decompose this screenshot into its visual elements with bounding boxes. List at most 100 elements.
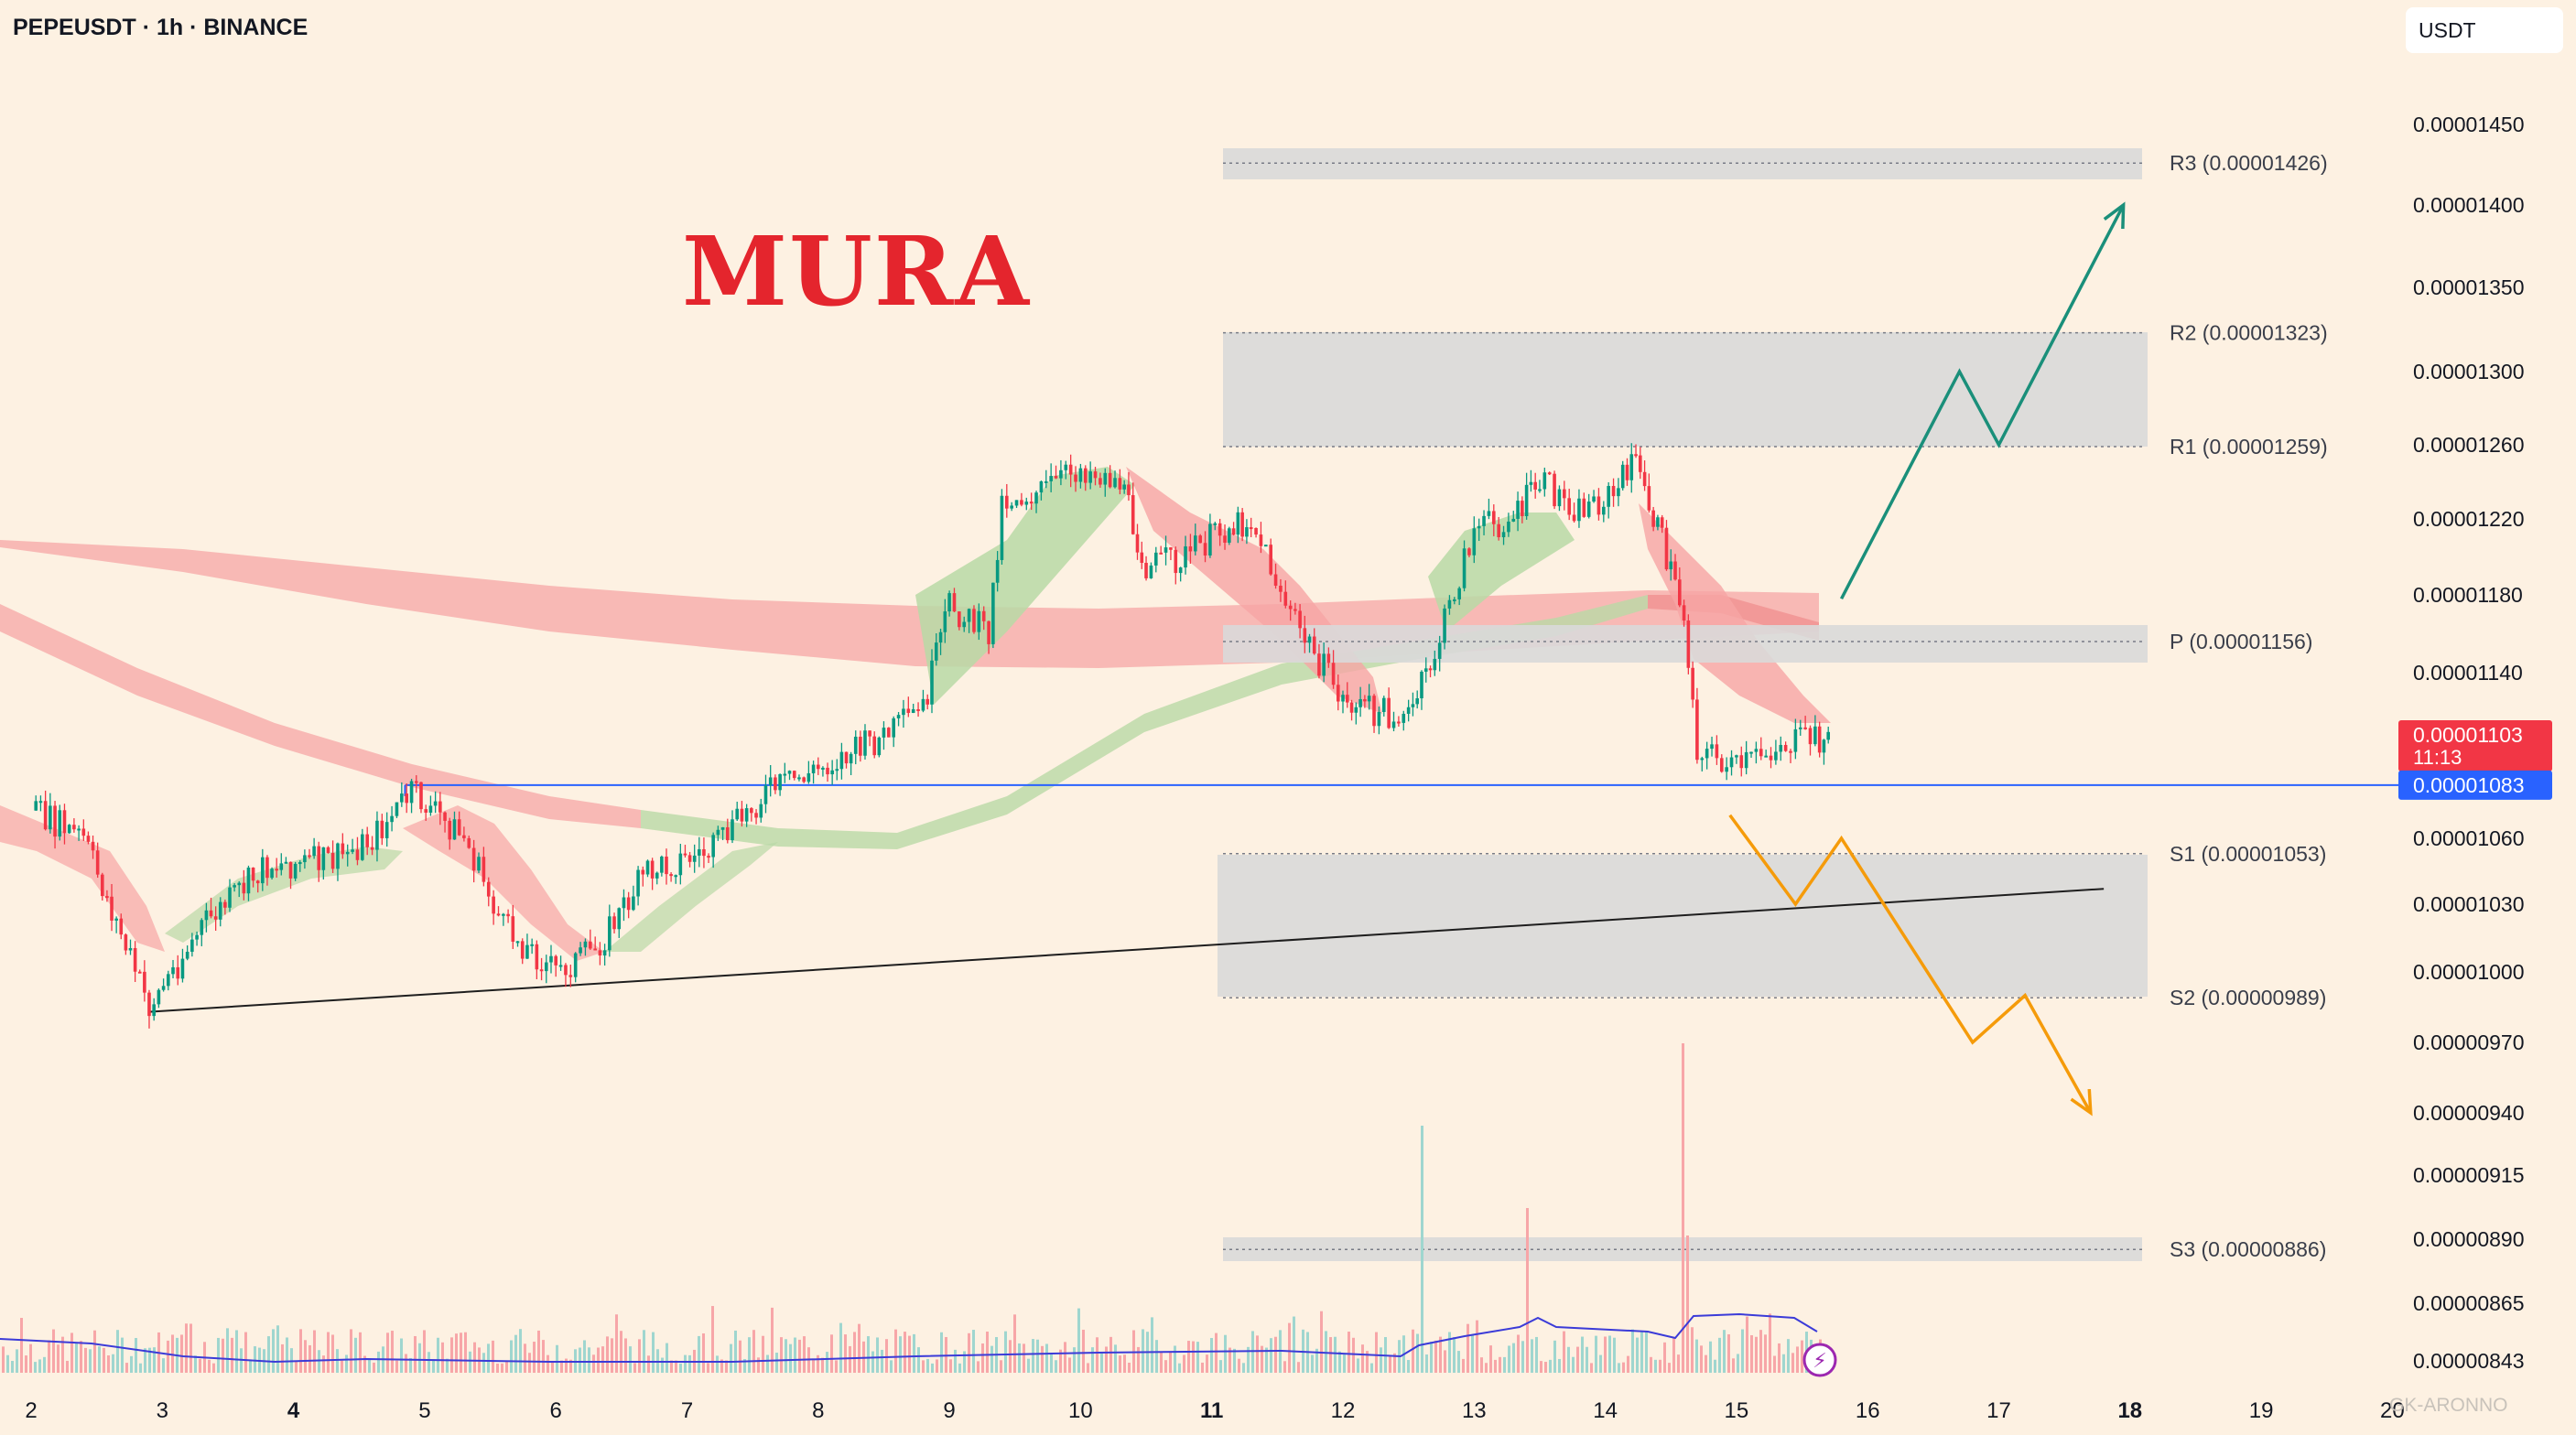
candle <box>105 896 109 899</box>
volume-bar <box>821 1357 824 1373</box>
price-tick-label: 0.00000865 <box>2413 1291 2525 1315</box>
candle <box>716 829 720 836</box>
volume-bar <box>1672 1336 1675 1373</box>
volume-bar <box>858 1323 860 1373</box>
candle <box>1049 476 1053 481</box>
candle <box>645 860 650 875</box>
candle <box>754 813 758 818</box>
candle <box>641 869 645 875</box>
time-tick-label: 19 <box>2249 1398 2274 1423</box>
volume-bar <box>254 1346 256 1373</box>
last-price-value: 0.00001103 <box>2413 723 2523 747</box>
volume-bar <box>1164 1360 1167 1373</box>
symbol-header[interactable]: PEPEUSDT · 1h · BINANCE <box>13 15 308 40</box>
candle <box>137 971 142 974</box>
volume-bar <box>354 1337 357 1373</box>
candle <box>702 848 706 857</box>
candle <box>370 847 374 850</box>
last-price-countdown: 11:13 <box>2413 746 2462 769</box>
volume-bar <box>469 1351 471 1373</box>
candle <box>375 820 379 850</box>
candle <box>152 1004 156 1017</box>
volume-bar <box>743 1359 746 1373</box>
volume-bar <box>789 1343 792 1373</box>
candle <box>67 825 71 834</box>
price-tick-label: 0.00001300 <box>2413 360 2525 383</box>
candle <box>839 751 844 770</box>
volume-bar <box>1576 1346 1579 1373</box>
volume-bar <box>547 1354 549 1373</box>
volume-bar <box>450 1337 453 1373</box>
candle <box>511 916 515 942</box>
volume-bar <box>1773 1355 1776 1373</box>
candle <box>209 910 213 917</box>
volume-bar <box>894 1329 897 1373</box>
volume-bars <box>0 1043 1822 1373</box>
volume-bar <box>1407 1360 1410 1373</box>
volume-bar <box>1778 1343 1780 1373</box>
candle <box>735 808 740 820</box>
time-tick-label: 13 <box>1462 1398 1487 1423</box>
candle <box>539 969 544 972</box>
candle <box>1108 472 1112 488</box>
volume-bar <box>167 1340 169 1373</box>
fast-ribbon-bear-3 <box>0 805 165 952</box>
candle <box>1341 695 1345 702</box>
candle <box>400 793 404 803</box>
candle <box>995 559 1000 583</box>
candle <box>1487 511 1491 516</box>
volume-bar <box>904 1332 906 1373</box>
candle <box>1236 512 1240 535</box>
volume-bar <box>455 1333 458 1373</box>
candle <box>1462 548 1467 588</box>
candle <box>1507 521 1510 533</box>
candle <box>636 869 640 897</box>
candle <box>1798 727 1802 729</box>
currency-unit-button[interactable]: USDT <box>2406 7 2563 53</box>
candle <box>872 736 877 756</box>
price-tick-label: 0.00000970 <box>2413 1030 2525 1054</box>
volume-bar <box>1723 1330 1726 1373</box>
volume-bar <box>487 1343 490 1373</box>
volume-bar <box>1526 1208 1529 1373</box>
projection-paths[interactable] <box>1728 201 2126 1117</box>
candle <box>190 939 194 952</box>
time-axis[interactable]: 2 3 4 5 6 7 8 9 10 11 12 13 14 15 16 17 18 19 20 <box>25 1398 2404 1423</box>
volume-bar <box>739 1340 741 1373</box>
candle <box>1317 653 1321 676</box>
candle <box>284 861 288 864</box>
volume-bar <box>1599 1354 1602 1373</box>
price-axis[interactable]: 0.00001450 0.00001400 0.00001350 0.00001300… <box>2413 113 2525 1373</box>
volume-bar <box>1105 1346 1108 1373</box>
candle <box>424 809 428 813</box>
candle <box>1228 528 1231 543</box>
volume-bar <box>1320 1311 1323 1373</box>
volume-bar <box>1128 1362 1131 1373</box>
candle <box>887 728 891 738</box>
volume-bar <box>537 1330 540 1373</box>
volume-bar <box>1521 1341 1524 1373</box>
volume-bar <box>725 1360 728 1373</box>
volume-bar <box>1645 1331 1648 1373</box>
volume-bar <box>1700 1345 1703 1373</box>
volume-bar <box>43 1356 46 1373</box>
candle <box>1567 498 1571 515</box>
candle <box>1511 518 1516 522</box>
volume-bar <box>1512 1343 1515 1373</box>
volume-bar <box>670 1360 673 1373</box>
candle <box>778 773 782 791</box>
volume-bar <box>395 1360 398 1373</box>
time-tick-label: 7 <box>681 1398 693 1423</box>
volume-bar <box>29 1343 32 1373</box>
volume-bar <box>666 1343 668 1373</box>
volume-bar <box>1064 1342 1066 1373</box>
candle <box>1754 749 1759 752</box>
volume-bar <box>1009 1340 1012 1373</box>
candle <box>530 944 534 946</box>
volume-bar <box>986 1332 989 1373</box>
candle <box>1682 605 1686 621</box>
candle <box>1059 469 1063 479</box>
volume-bar <box>1727 1333 1730 1373</box>
candle <box>1428 668 1433 671</box>
